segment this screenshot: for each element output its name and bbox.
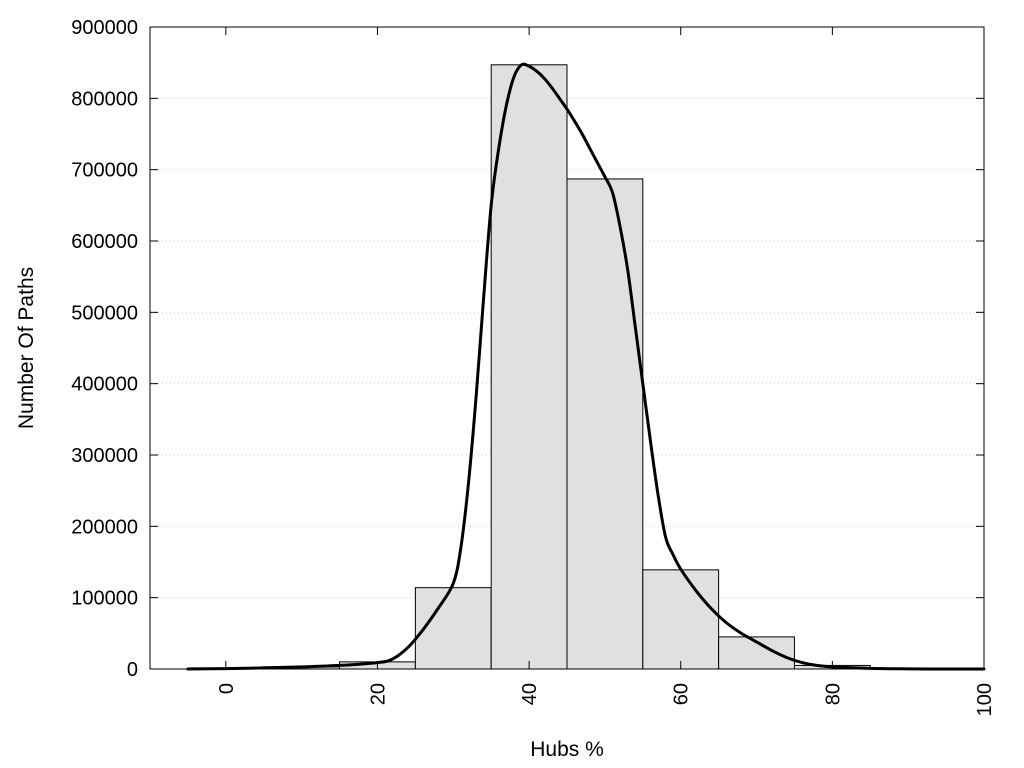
histogram-bar-4: [490, 64, 568, 670]
histogram-bar-3: [414, 587, 492, 670]
y-axis-title: Number Of Paths: [15, 267, 38, 429]
y-tick-label-3: 300000: [71, 445, 138, 467]
y-tick-label-0: 0: [127, 659, 138, 681]
y-tick-label-6: 600000: [71, 231, 138, 253]
plot-frame: [149, 26, 985, 670]
histogram-bar-6: [642, 569, 720, 670]
x-tick-label-4: 80: [822, 683, 844, 705]
axis-ticks: 0 100000 200000 300000 400000 500000 600000 700…: [71, 17, 996, 716]
y-tick-label-1: 100000: [71, 588, 138, 610]
y-tick-label-5: 500000: [71, 302, 138, 324]
density-curve: [186, 62, 986, 671]
histogram-bar-5: [566, 178, 644, 670]
x-tick-label-0: 0: [216, 683, 238, 694]
y-tick-label-2: 200000: [71, 516, 138, 538]
x-tick-label-1: 20: [367, 683, 389, 705]
y-tick-label-9: 900000: [71, 17, 138, 39]
x-tick-label-2: 40: [519, 683, 541, 705]
x-tick-label-5: 100: [974, 683, 996, 716]
density-curve-group: [186, 62, 986, 671]
histogram-bars: [187, 64, 985, 670]
y-tick-label-7: 700000: [71, 160, 138, 182]
y-tick-label-4: 400000: [71, 374, 138, 396]
x-axis-title: Hubs %: [530, 738, 604, 761]
x-tick-label-3: 60: [671, 683, 693, 705]
y-tick-label-8: 800000: [71, 88, 138, 110]
